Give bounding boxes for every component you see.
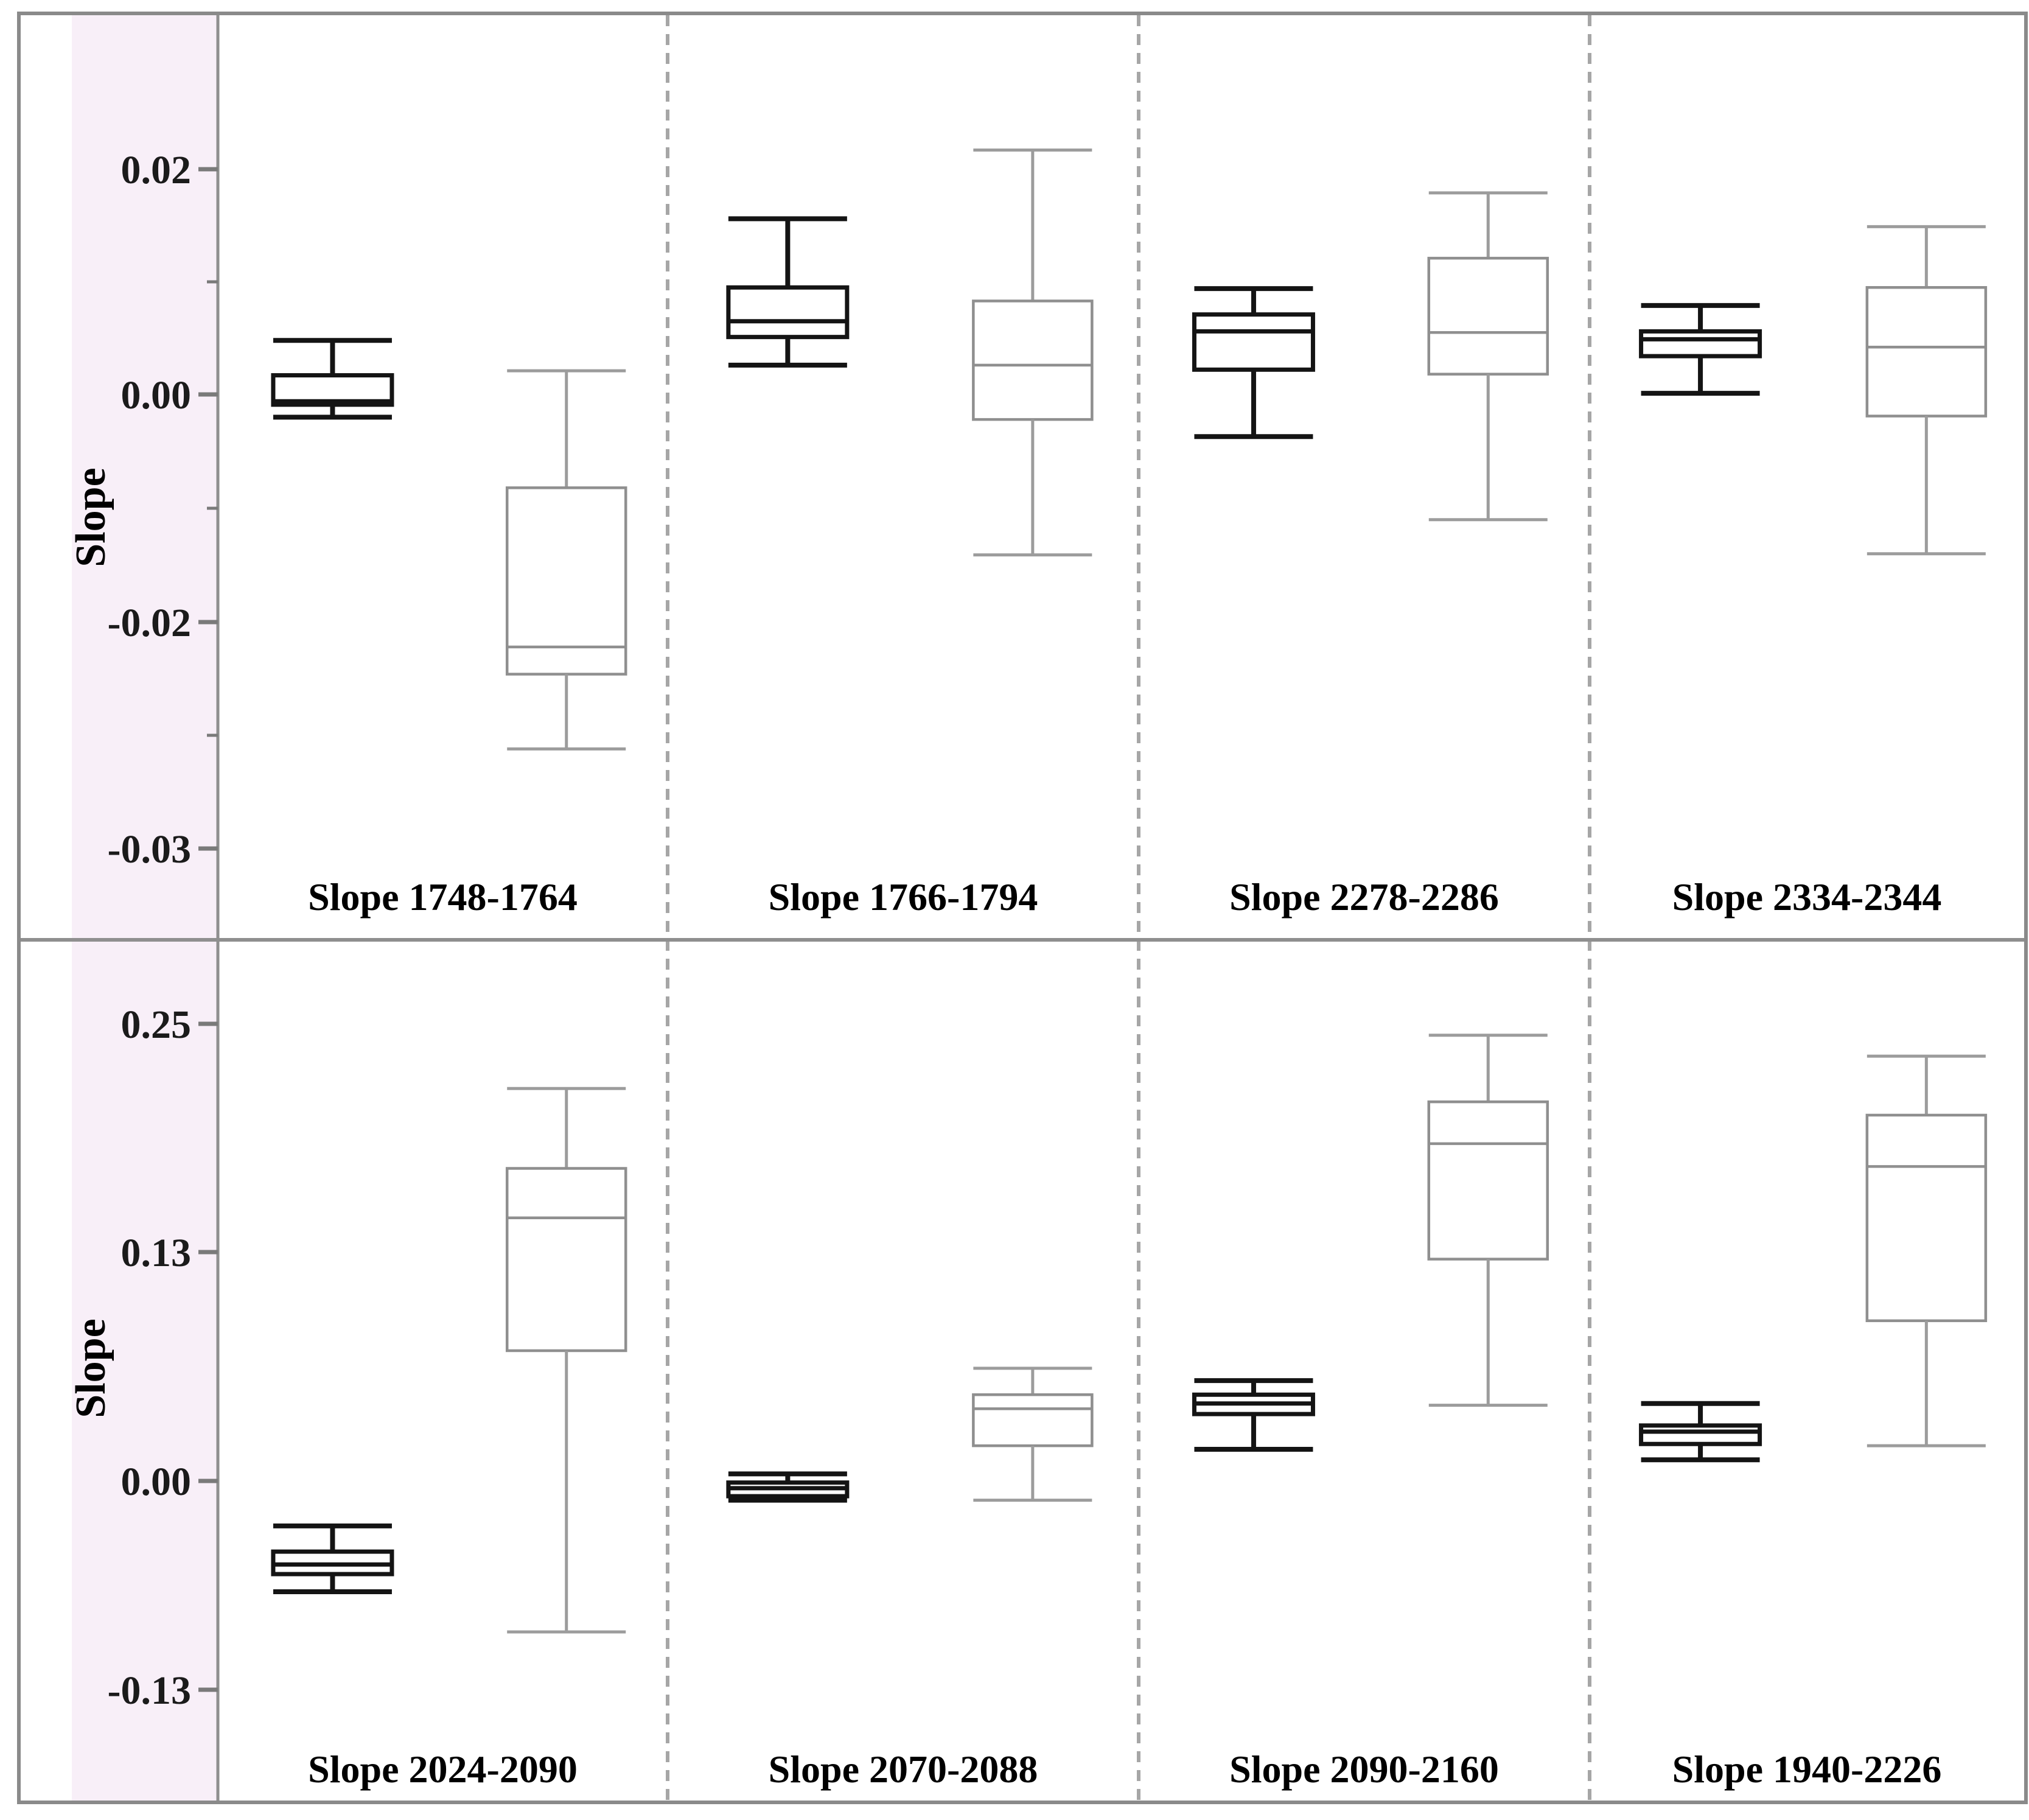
boxplot-black — [726, 216, 850, 368]
panel-x-label: Slope 2334-2344 — [1672, 875, 1942, 919]
iqr-box — [1192, 312, 1315, 372]
panel-slope-2070-2088: Slope 2070-2088 — [726, 1367, 1094, 1791]
iqr-box — [972, 299, 1094, 421]
panel-slope-1940-2226: Slope 1940-2226 — [1639, 1054, 1988, 1791]
boxplot-gray — [1865, 225, 1988, 556]
panel-x-label: Slope 1748-1764 — [308, 875, 578, 919]
outer-border — [17, 12, 2028, 1804]
panel-slope-2024-2090: Slope 2024-2090 — [271, 1087, 627, 1791]
y-tick-label: -0.13 — [108, 1668, 191, 1713]
iqr-box — [1865, 1113, 1988, 1323]
panel-x-label: Slope 1766-1794 — [769, 875, 1038, 919]
boxplot-gray — [505, 369, 627, 751]
boxplot-black — [726, 1471, 850, 1503]
y-tick-label: -0.03 — [108, 827, 191, 872]
boxplot-gray — [505, 1087, 627, 1634]
y-tick-label: 0.00 — [121, 373, 192, 418]
iqr-box — [1427, 256, 1549, 376]
boxplot-gray — [1865, 1054, 1988, 1447]
y-tick-label: 0.00 — [121, 1460, 192, 1504]
boxplot-black — [1192, 1378, 1315, 1452]
panel-x-label: Slope 2070-2088 — [769, 1748, 1038, 1791]
panel-slope-1766-1794: Slope 1766-1794 — [726, 149, 1094, 919]
y-axis-strip — [72, 15, 218, 1801]
iqr-box — [505, 1167, 627, 1353]
y-tick-label: 0.25 — [121, 1003, 192, 1047]
boxplot-gray — [1427, 191, 1549, 522]
panel-slope-2278-2286: Slope 2278-2286 — [1192, 191, 1549, 919]
iqr-box — [1427, 1100, 1549, 1261]
y-axis-row-2: 0.25 0.13 0.00 -0.13 Slope — [68, 1003, 218, 1713]
y-tick-label: 0.13 — [121, 1231, 192, 1275]
boxplot-black — [271, 1523, 394, 1595]
y-axis-title: Slope — [68, 467, 114, 567]
boxplot-black — [271, 338, 394, 420]
panel-slope-2090-2160: Slope 2090-2160 — [1192, 1034, 1549, 1791]
iqr-box — [505, 486, 627, 676]
panel-slope-1748-1764: Slope 1748-1764 — [271, 338, 627, 919]
boxplot-gray — [1427, 1034, 1549, 1407]
boxplot-black — [1192, 286, 1315, 439]
boxplot-black — [1639, 303, 1762, 396]
iqr-box — [726, 285, 850, 340]
iqr-box — [972, 1393, 1094, 1447]
iqr-box — [1865, 286, 1988, 418]
y-tick-label: -0.02 — [108, 601, 191, 645]
boxplot-gray — [972, 1367, 1094, 1502]
boxplot-black — [1639, 1401, 1762, 1463]
panel-x-label: Slope 2024-2090 — [308, 1748, 578, 1791]
y-axis-title: Slope — [68, 1318, 114, 1418]
iqr-box — [1639, 329, 1762, 359]
y-axis-row-1: 0.02 0.00 -0.02 -0.03 Slope — [68, 148, 218, 872]
panel-x-label: Slope 2278-2286 — [1229, 875, 1499, 919]
boxplot-gray — [972, 149, 1094, 557]
panel-x-label: Slope 2090-2160 — [1229, 1748, 1499, 1791]
y-tick-label: 0.02 — [121, 148, 192, 192]
panel-x-label: Slope 1940-2226 — [1672, 1748, 1942, 1791]
panel-slope-2334-2344: Slope 2334-2344 — [1639, 225, 1988, 919]
iqr-box — [1639, 1423, 1762, 1446]
